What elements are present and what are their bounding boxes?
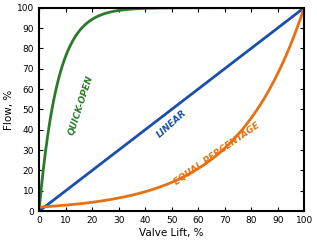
Text: LINEAR: LINEAR <box>155 108 188 139</box>
Text: EQUAL PERCENTAGE: EQUAL PERCENTAGE <box>172 121 261 187</box>
Y-axis label: Flow, %: Flow, % <box>4 89 14 129</box>
X-axis label: Valve Lift, %: Valve Lift, % <box>139 228 204 238</box>
Text: QUICK-OPEN: QUICK-OPEN <box>68 74 95 136</box>
